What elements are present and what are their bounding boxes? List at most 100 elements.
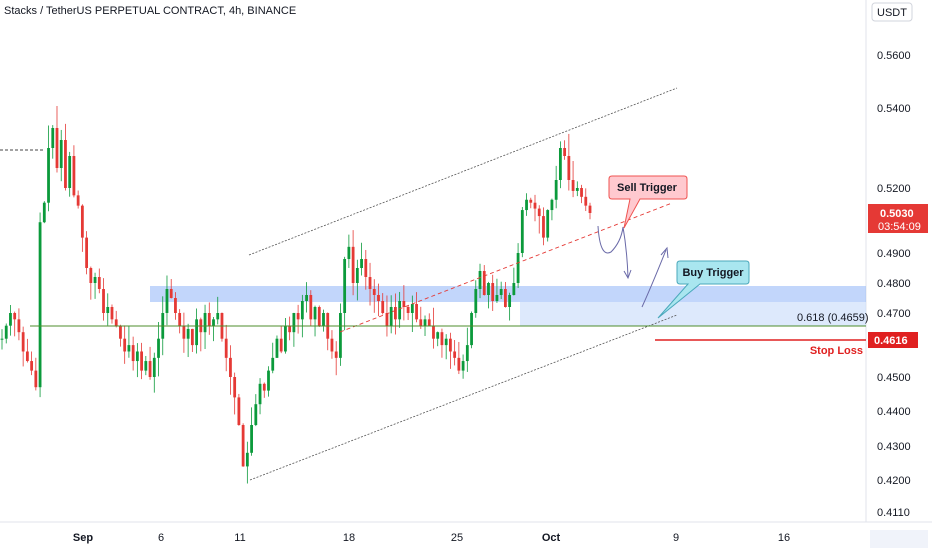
axis-settings-button[interactable] bbox=[870, 530, 928, 548]
time-tick-label: 6 bbox=[158, 532, 164, 544]
candle-body bbox=[537, 208, 541, 217]
candle-body bbox=[267, 370, 270, 391]
candle-body bbox=[372, 289, 376, 295]
candle-body bbox=[76, 195, 80, 206]
demand-zone bbox=[150, 286, 866, 302]
candle-body bbox=[237, 397, 241, 425]
currency-label-box[interactable] bbox=[871, 2, 913, 22]
candle-body bbox=[322, 313, 325, 326]
candle-body bbox=[102, 289, 105, 313]
sell-trigger-label: Sell Trigger bbox=[617, 182, 678, 194]
candle-body bbox=[482, 271, 486, 295]
price-axis-ticks: 0.5600 0.5400 0.5200 0.4900 0.4800 0.4700 0.45… bbox=[877, 50, 911, 519]
candle-body bbox=[351, 246, 355, 283]
price-tick-label: 0.4700 bbox=[877, 308, 911, 320]
candle-body bbox=[444, 338, 448, 346]
candle-body bbox=[313, 307, 317, 320]
candle-body bbox=[47, 148, 50, 203]
candle-body bbox=[89, 268, 93, 283]
channel-lower-line bbox=[249, 314, 678, 481]
candle-body bbox=[106, 307, 110, 313]
price-axis-panel bbox=[866, 0, 932, 550]
candle-body bbox=[275, 338, 279, 358]
candle-body bbox=[503, 289, 507, 307]
candle-body bbox=[250, 425, 253, 453]
candle-body bbox=[516, 253, 520, 283]
candle-body bbox=[271, 357, 275, 371]
candle-body bbox=[123, 338, 127, 352]
candle-body bbox=[364, 259, 368, 277]
candle-body bbox=[21, 332, 25, 352]
candle-body bbox=[495, 295, 499, 301]
candle-body bbox=[279, 338, 283, 352]
candle-body bbox=[474, 289, 478, 313]
candle-body bbox=[406, 307, 410, 313]
candle-body bbox=[427, 319, 431, 326]
candle-body bbox=[51, 128, 55, 148]
candle-body bbox=[423, 319, 427, 326]
candle-body bbox=[284, 325, 287, 352]
projection-arrowhead-up bbox=[660, 246, 669, 259]
time-tick-label: 18 bbox=[343, 532, 355, 544]
candle-body bbox=[0, 338, 4, 340]
candle-body bbox=[402, 301, 406, 307]
candle-body bbox=[25, 351, 29, 362]
price-tick-label: 0.4110 bbox=[877, 507, 910, 519]
candle-body bbox=[520, 210, 524, 253]
candle-countdown: 03:54:09 bbox=[878, 221, 921, 233]
time-tick-label: Oct bbox=[542, 532, 561, 544]
candle-body bbox=[174, 298, 177, 313]
chart-title: Stacks / TetherUS PERPETUAL CONTRACT, 4h… bbox=[4, 5, 297, 17]
candle-body bbox=[410, 304, 414, 313]
candle-body bbox=[478, 271, 482, 289]
time-tick-label: Sep bbox=[73, 532, 93, 544]
candle-body bbox=[440, 332, 444, 346]
candle-body bbox=[529, 199, 533, 203]
candle-body bbox=[499, 289, 503, 295]
channel-upper-line bbox=[248, 87, 678, 256]
candle-body bbox=[419, 319, 423, 326]
price-tick-label: 0.4800 bbox=[877, 278, 911, 290]
current-price: 0.5030 bbox=[880, 208, 914, 220]
candle-body bbox=[457, 357, 461, 371]
sell-trigger-callout bbox=[608, 175, 688, 229]
price-tick-label: 0.4400 bbox=[877, 406, 911, 418]
candle-body bbox=[144, 361, 148, 371]
candle-body bbox=[30, 361, 34, 371]
candle-body bbox=[584, 196, 588, 206]
time-tick-label: 11 bbox=[234, 532, 245, 544]
candle-body bbox=[131, 345, 135, 362]
candle-body bbox=[525, 199, 528, 211]
candle-body bbox=[339, 313, 342, 358]
candle-body bbox=[389, 307, 393, 326]
candle-body bbox=[140, 351, 143, 371]
candle-body bbox=[152, 357, 156, 377]
candle-body bbox=[93, 277, 97, 283]
candle-body bbox=[558, 148, 562, 180]
candle-body bbox=[119, 325, 122, 339]
candle-body bbox=[212, 319, 215, 326]
price-tick-label: 0.5400 bbox=[877, 103, 911, 115]
candle-body bbox=[148, 361, 152, 377]
candle-body bbox=[80, 205, 84, 238]
candle-body bbox=[309, 295, 313, 320]
candle-body bbox=[114, 319, 118, 326]
candle-body bbox=[4, 325, 8, 339]
price-tick-label: 0.4200 bbox=[877, 475, 911, 487]
candle-body bbox=[385, 313, 389, 326]
candle-body bbox=[195, 319, 198, 346]
candle-body bbox=[461, 361, 465, 371]
candle-body bbox=[224, 338, 228, 358]
candle-body bbox=[347, 246, 351, 259]
candle-body bbox=[470, 313, 473, 346]
candles-group bbox=[0, 106, 592, 484]
stop-loss-label: Stop Loss bbox=[810, 345, 863, 357]
candle-body bbox=[72, 156, 76, 196]
candle-body bbox=[233, 377, 237, 398]
candle-body bbox=[432, 325, 435, 339]
candle-body bbox=[254, 404, 258, 425]
candle-body bbox=[157, 338, 160, 358]
candle-body bbox=[182, 325, 186, 339]
candle-body bbox=[55, 128, 59, 168]
